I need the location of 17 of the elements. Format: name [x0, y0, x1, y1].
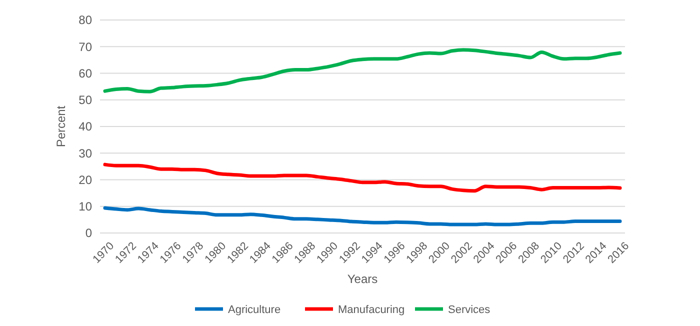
- line-series: [103, 48, 622, 94]
- y-tick-label: 70: [78, 40, 92, 54]
- y-tick-label: 80: [78, 13, 92, 28]
- line-series: [103, 206, 622, 226]
- line-series: [103, 162, 622, 193]
- y-tick-label: 60: [78, 66, 92, 80]
- y-tick-label: 0: [85, 226, 92, 240]
- y-tick-label: 50: [78, 93, 92, 108]
- y-tick-label: 30: [78, 146, 92, 160]
- y-tick-label: 20: [78, 172, 92, 187]
- legend-label: Services: [448, 304, 491, 316]
- x-axis-title: Years: [347, 272, 378, 286]
- y-tick-label: 40: [78, 120, 92, 134]
- legend-label: Agriculture: [228, 304, 281, 316]
- y-axis-title: Percent: [54, 105, 68, 148]
- y-tick-label: 10: [78, 200, 92, 214]
- legend-label: Manufacuring: [338, 304, 405, 316]
